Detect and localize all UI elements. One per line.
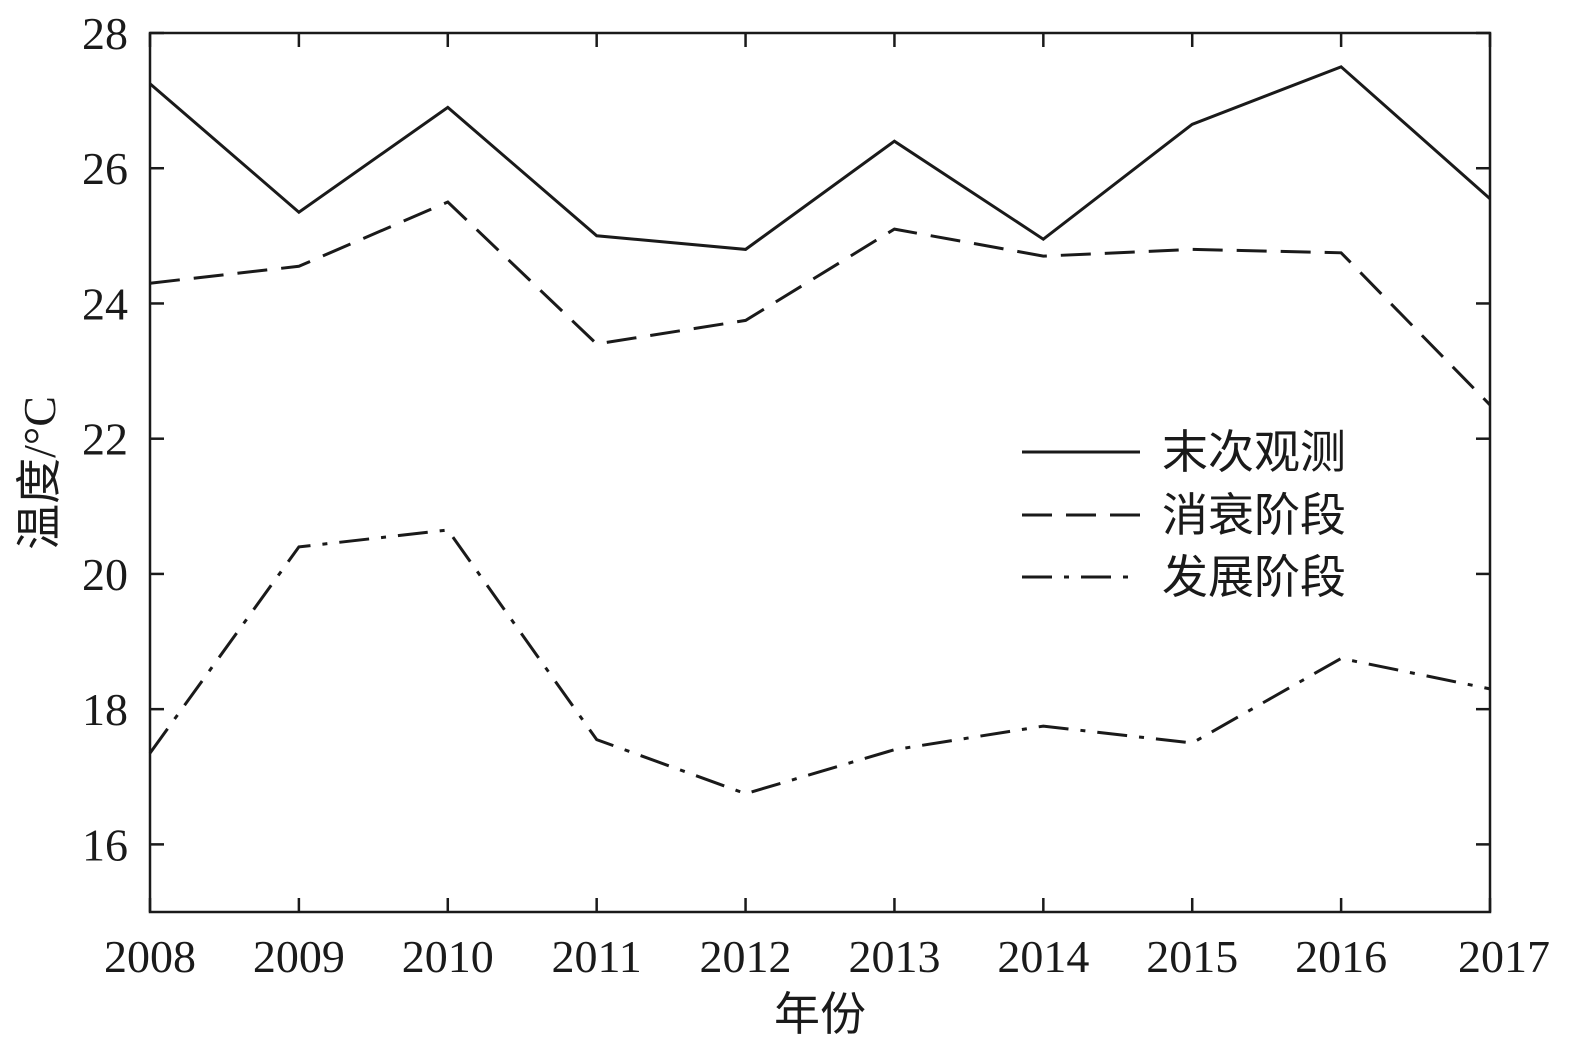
plot-frame (148, 31, 1492, 914)
y-tick-label: 18 (82, 684, 128, 735)
plot-border (148, 31, 1492, 914)
y-tick-label: 16 (82, 819, 128, 870)
legend-label-1: 末次观测 (1162, 427, 1346, 478)
y-tick-label: 20 (82, 549, 128, 600)
x-tick-label: 2013 (848, 931, 940, 982)
x-tick-label: 2008 (104, 931, 196, 982)
series-line-1 (149, 65, 1491, 251)
x-tick-label: 2015 (1146, 931, 1238, 982)
y-tick-label: 24 (82, 278, 128, 329)
x-tick-label: 2016 (1295, 931, 1387, 982)
y-tick-label: 28 (82, 8, 128, 59)
series-line-3 (148, 528, 1491, 796)
y-axis-title: 温度/°C (14, 396, 65, 550)
x-tick-label: 2009 (253, 931, 345, 982)
x-tick-label: 2011 (552, 931, 642, 982)
y-tick-label: 22 (82, 414, 128, 465)
x-tick-label: 2010 (402, 931, 494, 982)
series-line-2 (149, 200, 1492, 406)
y-axis: 16 18 20 22 24 26 28 (82, 8, 1490, 870)
x-tick-label: 2014 (997, 931, 1089, 982)
x-tick-label: 2017 (1458, 931, 1550, 982)
legend-label-2: 消衰阶段 (1162, 490, 1346, 541)
series-lines (148, 65, 1492, 796)
x-tick-label: 2012 (700, 931, 792, 982)
x-axis: 2008 2009 2010 2011 2012 2013 2014 2015 2016 2017 (104, 33, 1550, 982)
y-tick-label: 26 (82, 143, 128, 194)
x-axis-title: 年份 (774, 989, 866, 1040)
legend-label-3: 发展阶段 (1162, 552, 1346, 603)
